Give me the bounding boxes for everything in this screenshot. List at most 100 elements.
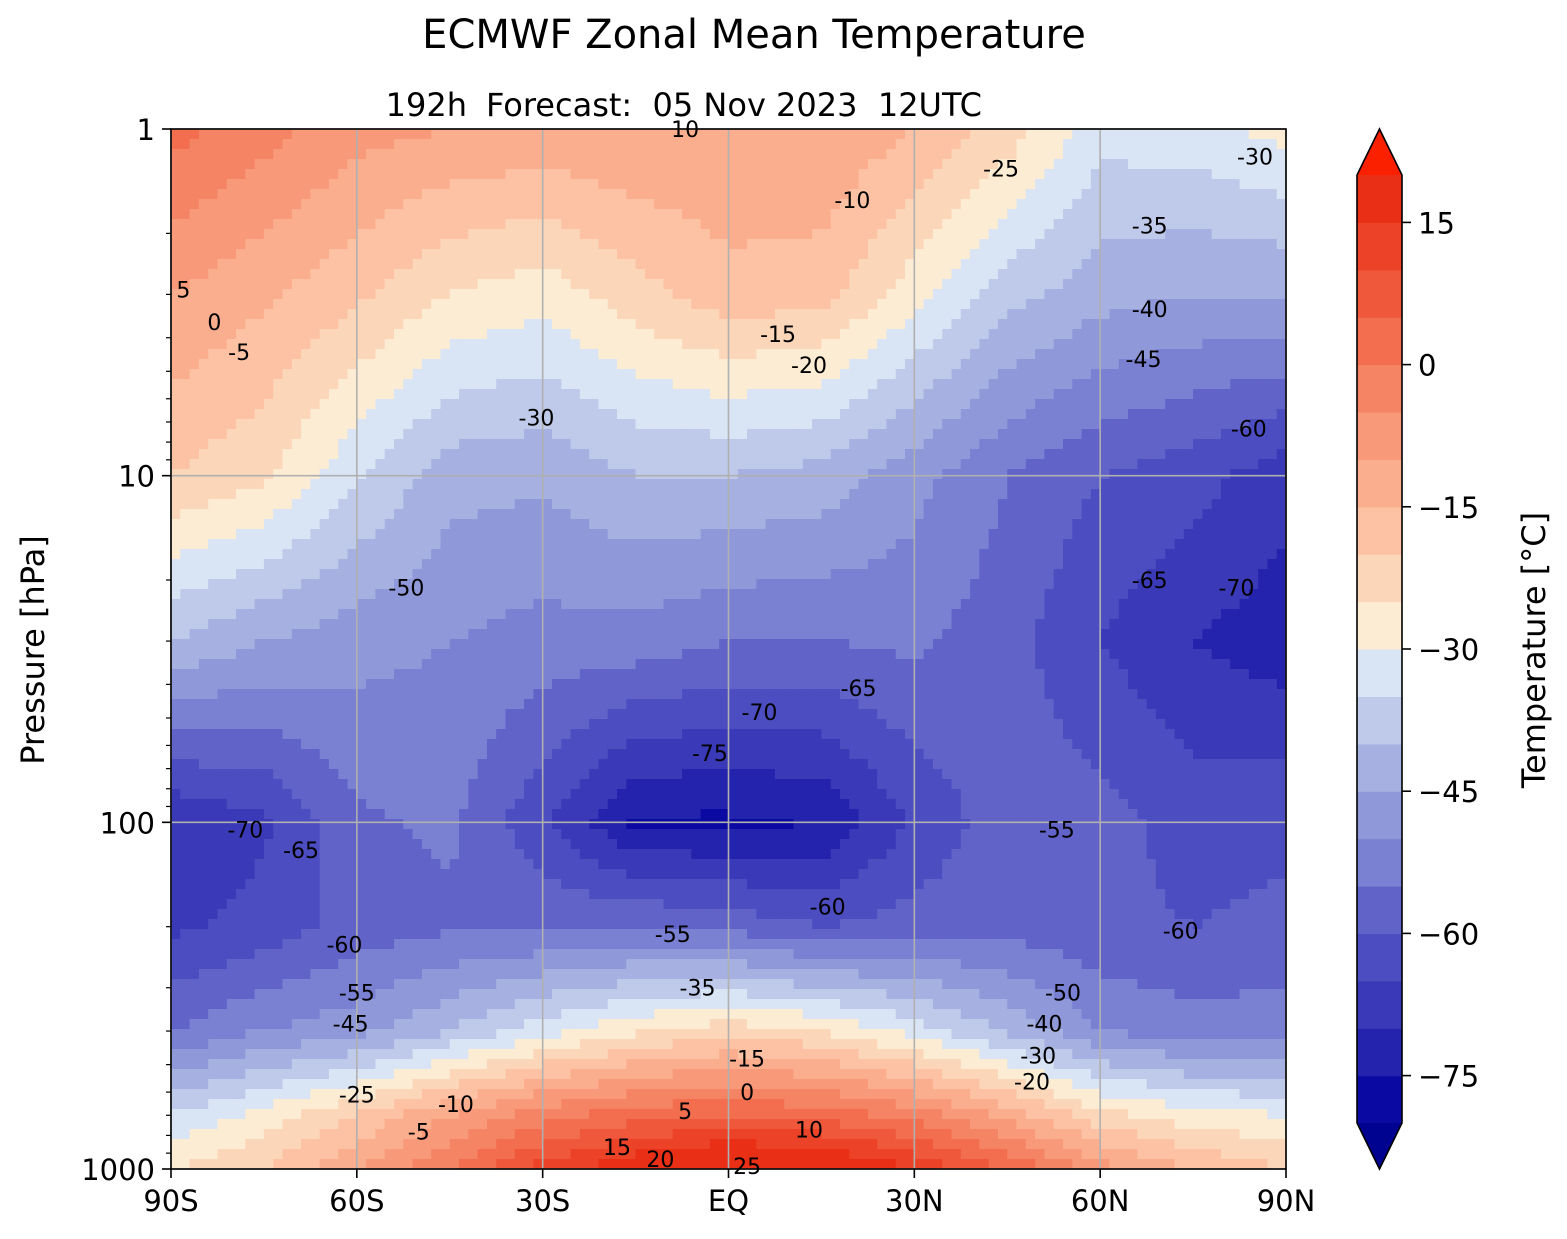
field-cell <box>765 359 776 370</box>
field-cell <box>960 459 971 470</box>
field-cell <box>951 519 962 530</box>
field-cell <box>254 289 265 300</box>
field-cell <box>1100 339 1111 350</box>
field-cell <box>728 429 739 440</box>
field-cell <box>347 319 358 330</box>
field-cell <box>198 199 209 210</box>
field-cell <box>1128 319 1138 330</box>
field-cell <box>449 459 460 470</box>
field-cell <box>477 259 488 270</box>
field-cell <box>905 489 915 500</box>
field-cell <box>477 529 488 540</box>
field-cell <box>747 229 757 240</box>
field-cell <box>709 359 720 370</box>
field-cell <box>579 469 590 480</box>
field-cell <box>356 159 367 170</box>
field-cell <box>1128 199 1138 210</box>
field-cell <box>347 439 358 450</box>
field-cell <box>579 199 590 210</box>
field-cell <box>1016 399 1027 410</box>
field-cell <box>198 169 209 180</box>
field-cell <box>1100 309 1111 320</box>
field-cell <box>1211 419 1222 430</box>
field-cell <box>598 249 609 260</box>
field-cell <box>1276 429 1286 440</box>
field-cell <box>449 539 460 550</box>
field-cell <box>1248 409 1259 420</box>
field-cell <box>551 199 562 210</box>
field-cell <box>979 349 990 360</box>
field-cell <box>551 449 562 460</box>
field-cell <box>932 429 943 440</box>
field-cell <box>802 139 813 150</box>
field-cell <box>1053 309 1064 320</box>
field-cell <box>1248 129 1259 140</box>
field-cell <box>1276 389 1286 400</box>
field-cell <box>728 209 739 220</box>
field-cell <box>273 289 284 300</box>
field-cell <box>533 339 544 350</box>
field-cell <box>301 309 311 320</box>
field-cell <box>951 489 962 500</box>
field-cell <box>895 399 906 410</box>
field-cell <box>802 329 813 340</box>
field-cell <box>979 359 990 370</box>
field-cell <box>273 229 284 240</box>
field-cell <box>477 429 488 440</box>
field-cell <box>784 349 795 360</box>
field-cell <box>1063 469 1073 480</box>
field-cell <box>319 209 330 220</box>
field-cell <box>951 209 962 220</box>
field-cell <box>431 459 442 470</box>
field-cell <box>700 319 711 330</box>
field-cell <box>1090 219 1101 230</box>
field-cell <box>1090 269 1101 280</box>
field-cell <box>236 169 246 180</box>
field-cell <box>774 429 785 440</box>
field-cell <box>1174 279 1185 290</box>
field-cell <box>1072 289 1083 300</box>
field-cell <box>598 149 609 160</box>
field-cell <box>774 359 785 370</box>
field-cell <box>542 209 553 220</box>
field-cell <box>579 149 590 160</box>
field-cell <box>1146 249 1157 260</box>
field-cell <box>542 219 553 230</box>
field-cell <box>1174 179 1185 190</box>
field-cell <box>524 539 534 550</box>
field-cell <box>867 269 878 280</box>
field-cell <box>282 219 293 230</box>
field-cell <box>310 169 321 180</box>
field-cell <box>1239 159 1250 170</box>
field-cell <box>737 199 748 210</box>
field-cell <box>198 279 209 290</box>
field-cell <box>626 269 637 280</box>
field-cell <box>217 439 228 450</box>
field-cell <box>914 199 925 210</box>
field-cell <box>542 329 553 340</box>
field-cell <box>1193 399 1203 410</box>
field-cell <box>886 279 897 290</box>
field-cell <box>561 479 572 490</box>
field-cell <box>663 219 674 230</box>
field-cell <box>338 279 349 290</box>
field-cell <box>1053 379 1064 390</box>
field-cell <box>468 499 479 510</box>
field-cell <box>886 239 897 250</box>
field-cell <box>208 399 219 410</box>
field-cell <box>356 529 367 540</box>
field-cell <box>514 279 525 290</box>
field-cell <box>932 479 943 490</box>
field-cell <box>1128 369 1138 380</box>
field-cell <box>886 129 897 140</box>
field-cell <box>514 449 525 460</box>
field-cell <box>533 169 544 180</box>
field-cell <box>672 259 683 270</box>
field-cell <box>1165 259 1176 270</box>
field-cell <box>812 159 823 170</box>
field-cell <box>719 339 730 350</box>
field-cell <box>700 149 711 160</box>
field-cell <box>1155 339 1166 350</box>
field-cell <box>672 429 683 440</box>
field-cell <box>663 169 674 180</box>
